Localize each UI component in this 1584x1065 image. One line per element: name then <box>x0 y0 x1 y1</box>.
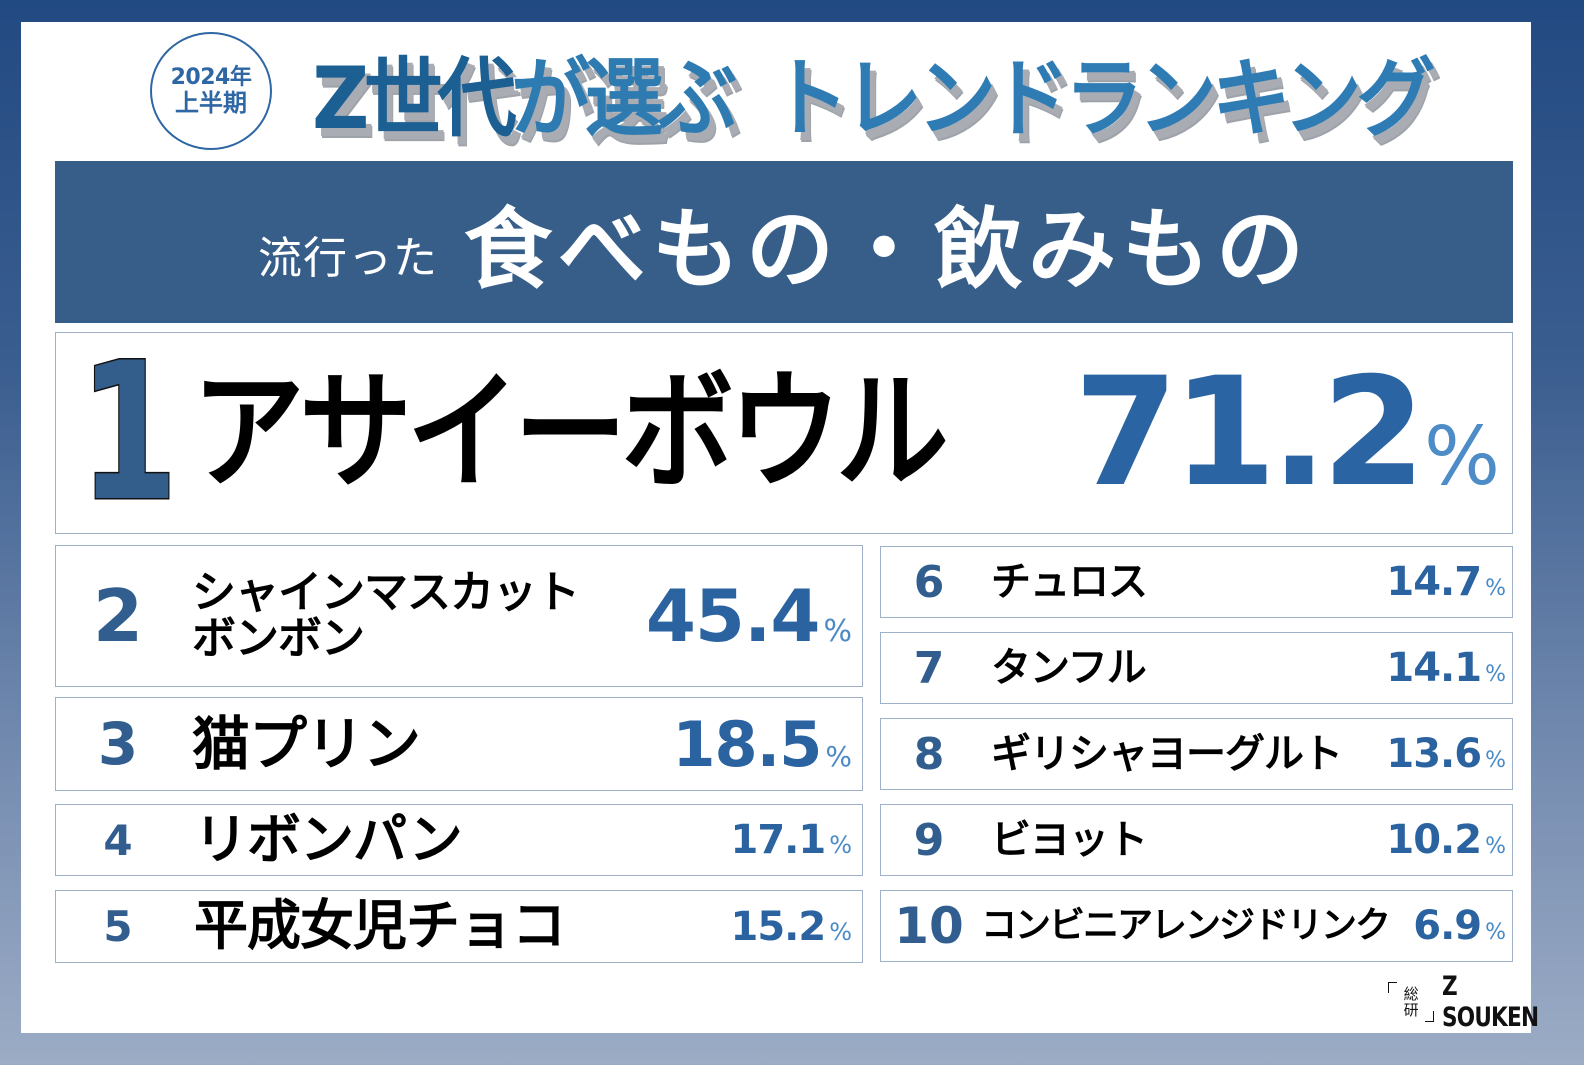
ranking-item-2: 2 シャインマスカット ボンボン 45.4% <box>55 545 863 687</box>
rank-number: 2 <box>92 574 144 658</box>
percentage-value: 18.5 <box>672 707 822 781</box>
title-choose: が選ぶ <box>510 47 739 150</box>
percentage-value: 71.2 <box>1073 346 1426 520</box>
percentage-value: 14.7 <box>1386 559 1482 605</box>
title-trend-ranking: トレンドランキング <box>769 28 1437 152</box>
item-name: コンビニアレンジドリンク <box>981 905 1391 947</box>
rank-number: 10 <box>894 897 964 955</box>
percentage-value: 10.2 <box>1386 817 1482 863</box>
percent-sign: % <box>825 739 852 773</box>
percentage-value: 17.1 <box>730 817 826 863</box>
item-name: タンフル <box>991 645 1147 691</box>
logo-mark-bottom: 研 <box>1403 1001 1419 1019</box>
z-souken-logo: 総 研 Z SOUKEN <box>1388 971 1584 1033</box>
title-gen-z: Z世代 <box>311 47 518 150</box>
period-half: 上半期 <box>175 88 247 117</box>
percent-sign: % <box>823 614 852 649</box>
percentage-value: 6.9 <box>1413 903 1482 949</box>
period-year: 2024年 <box>170 64 252 90</box>
rank-number: 1 <box>78 322 179 543</box>
category-banner: 流行った 食べもの・飲みもの <box>55 161 1513 323</box>
item-name: ギリシャヨーグルト <box>991 731 1343 777</box>
item-name: リボンパン <box>194 807 463 871</box>
rank-number: 5 <box>103 902 133 951</box>
ranking-item-6: 6 チュロス 14.7% <box>880 546 1513 618</box>
percentage: 15.2% <box>730 904 852 950</box>
logo-mark-top: 総 <box>1403 984 1419 1003</box>
title-trend-ranking-text: トレンドランキング <box>769 47 1437 150</box>
ranking-item-1: 1 アサイーボウル 71.2% <box>55 332 1513 534</box>
item-name: ビヨット <box>991 817 1148 863</box>
percentage: 14.7% <box>1386 559 1506 605</box>
percentage-value: 13.6 <box>1386 731 1482 777</box>
percentage: 45.4% <box>646 574 852 658</box>
title-gen-z-choice: Z世代 が選ぶ <box>311 28 739 152</box>
category-title: 食べもの・飲みもの <box>463 197 1310 301</box>
percentage: 10.2% <box>1386 817 1506 863</box>
rank-number: 4 <box>103 815 133 865</box>
ranking-item-4: 4 リボンパン 17.1% <box>55 804 863 876</box>
ranking-item-7: 7 タンフル 14.1% <box>880 632 1513 704</box>
ranking-item-9: 9 ビヨット 10.2% <box>880 804 1513 876</box>
souken-bracket-mark-icon: 総 研 <box>1388 980 1435 1024</box>
percent-sign: % <box>1485 920 1506 945</box>
ranking-item-3: 3 猫プリン 18.5% <box>55 697 863 791</box>
period-badge: 2024年 上半期 <box>150 32 272 150</box>
item-name: 猫プリン <box>192 709 421 778</box>
percentage-value: 14.1 <box>1386 645 1482 691</box>
rank-number: 8 <box>913 728 945 780</box>
percent-sign: % <box>1423 410 1500 503</box>
item-name: アサイーボウル <box>192 357 949 507</box>
category-prefix: 流行った <box>257 233 438 284</box>
item-name: シャインマスカット ボンボン <box>192 566 580 664</box>
percentage: 17.1% <box>730 817 852 863</box>
percentage: 71.2% <box>1074 346 1500 520</box>
item-name: チュロス <box>991 559 1148 605</box>
rank-number: 7 <box>913 642 945 694</box>
percentage: 13.6% <box>1386 731 1506 777</box>
rank-number: 9 <box>913 814 945 866</box>
percent-sign: % <box>829 831 852 859</box>
ranking-item-5: 5 平成女児チョコ 15.2% <box>55 890 863 963</box>
percentage-value: 15.2 <box>730 903 826 950</box>
ranking-item-10: 10 コンビニアレンジドリンク 6.9% <box>880 890 1513 962</box>
percentage: 6.9% <box>1413 903 1506 949</box>
percentage-value: 45.4 <box>645 574 821 658</box>
percent-sign: % <box>1485 834 1506 859</box>
item-name-line1: シャインマスカット <box>192 566 580 618</box>
item-name-line2: ボンボン <box>192 613 365 664</box>
item-name: 平成女児チョコ <box>194 894 566 958</box>
percent-sign: % <box>1485 576 1506 601</box>
percentage: 18.5% <box>672 708 852 781</box>
logo-text: Z SOUKEN <box>1442 971 1539 1033</box>
percent-sign: % <box>829 917 852 946</box>
percent-sign: % <box>1485 662 1506 687</box>
rank-number: 3 <box>97 710 139 778</box>
rank-number: 6 <box>913 556 945 608</box>
ranking-item-8: 8 ギリシャヨーグルト 13.6% <box>880 718 1513 790</box>
percentage: 14.1% <box>1386 645 1506 691</box>
percent-sign: % <box>1485 748 1506 773</box>
